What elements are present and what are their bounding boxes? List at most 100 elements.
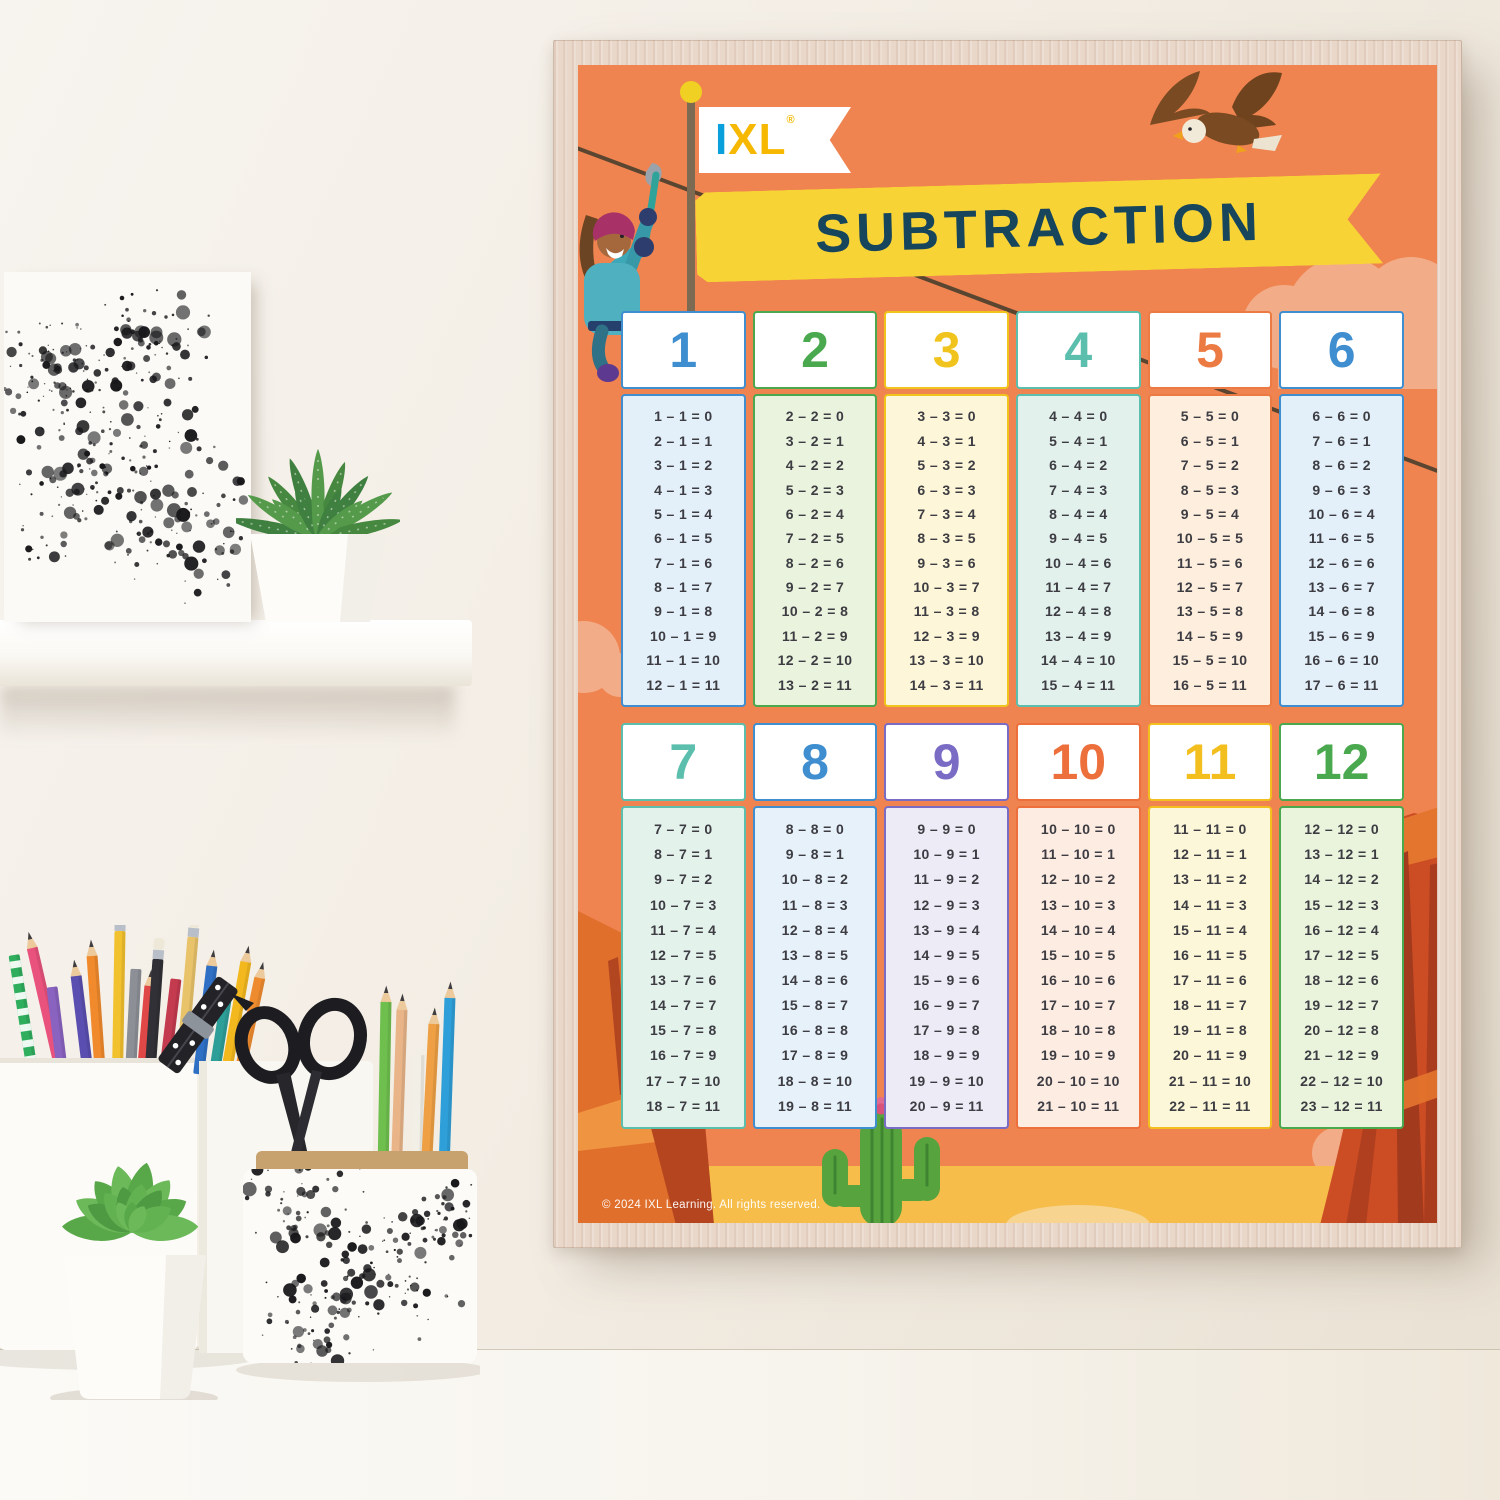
succulent-rosette — [62, 1162, 199, 1241]
subtraction-fact: 11 – 8 = 3 — [782, 896, 848, 913]
subtraction-fact: 18 – 11 = 7 — [1172, 997, 1248, 1014]
subtraction-fact: 14 – 12 = 2 — [1304, 871, 1380, 888]
subtraction-fact: 5 – 1 = 4 — [654, 505, 713, 522]
subtraction-fact: 17 – 10 = 7 — [1040, 997, 1116, 1014]
subtraction-fact: 18 – 9 = 9 — [913, 1047, 980, 1064]
column-facts: 5 – 5 = 0 6 – 5 = 1 7 – 5 = 2 8 – 5 = 3 9 – … — [1147, 394, 1273, 707]
subtraction-fact: 14 – 6 = 8 — [1308, 603, 1375, 620]
registered-mark: ® — [786, 114, 796, 126]
column-facts: 3 – 3 = 0 4 – 3 = 1 5 – 3 = 2 6 – 3 = 3 7 – … — [884, 394, 1009, 707]
subtraction-fact: 10 – 7 = 3 — [649, 896, 717, 913]
brand-letters-xl: XL — [728, 115, 787, 164]
subtraction-fact: 12 – 2 = 10 — [777, 652, 853, 669]
title-banner: SUBTRACTION — [695, 173, 1383, 282]
subtraction-fact: 21 – 12 = 9 — [1304, 1047, 1380, 1064]
subtraction-fact: 18 – 12 = 6 — [1304, 971, 1380, 988]
subtraction-fact: 11 – 6 = 5 — [1308, 530, 1375, 547]
subtraction-fact: 8 – 5 = 3 — [1180, 481, 1240, 498]
cactus — [822, 1097, 940, 1223]
subtraction-fact: 10 – 8 = 2 — [781, 871, 849, 888]
subtraction-fact: 9 – 3 = 6 — [917, 554, 976, 571]
helmet — [592, 212, 635, 241]
subtraction-fact: 10 – 5 = 5 — [1176, 530, 1244, 547]
haworthia-plant — [236, 448, 400, 622]
subtraction-column-1: 1 1 – 1 = 0 2 – 1 = 1 3 – 1 = 2 4 – 1 = 3 5 –… — [621, 311, 746, 707]
subtraction-column-11: 11 11 – 11 = 0 12 – 11 = 1 13 – 11 = 2 14 – … — [1147, 723, 1273, 1129]
subtraction-fact: 9 – 7 = 2 — [654, 871, 713, 888]
subtraction-fact: 11 – 4 = 7 — [1045, 579, 1112, 595]
subtraction-fact: 15 – 7 = 8 — [649, 1022, 717, 1039]
speckled-box — [243, 1169, 477, 1363]
glove — [639, 208, 657, 226]
column-header-number: 6 — [1279, 311, 1404, 389]
subtraction-fact: 14 – 11 = 3 — [1172, 896, 1248, 913]
subtraction-fact: 16 – 7 = 9 — [649, 1047, 717, 1064]
column-header-number: 5 — [1147, 311, 1273, 389]
subtraction-fact: 13 – 10 = 3 — [1040, 896, 1116, 913]
subtraction-fact: 19 – 8 = 11 — [777, 1097, 853, 1114]
subtraction-fact: 1 – 1 = 0 — [654, 408, 713, 425]
column-header-number: 3 — [884, 311, 1009, 389]
subtraction-fact: 12 – 1 = 11 — [646, 676, 721, 693]
shoe — [597, 364, 619, 382]
subtraction-column-9: 9 9 – 9 = 0 10 – 9 = 1 11 – 9 = 2 12 – 9 = 3… — [884, 723, 1009, 1129]
subtraction-fact: 7 – 2 = 5 — [785, 530, 845, 547]
subtraction-fact: 16 – 5 = 11 — [1172, 676, 1248, 693]
smile — [606, 248, 624, 259]
subtraction-fact: 7 – 4 = 3 — [1049, 481, 1108, 498]
subtraction-fact: 2 – 2 = 0 — [785, 408, 845, 425]
subtraction-fact: 8 – 3 = 5 — [917, 530, 976, 547]
poster-title: SUBTRACTION — [814, 191, 1264, 265]
column-facts: 6 – 6 = 0 7 – 6 = 1 8 – 6 = 2 9 – 6 = 3 10 –… — [1279, 394, 1404, 707]
paint-splatter — [243, 1169, 473, 1363]
subtraction-fact: 12 – 4 = 8 — [1044, 603, 1112, 620]
speckled-canvas — [4, 272, 251, 622]
subtraction-fact: 14 – 10 = 4 — [1040, 921, 1116, 938]
subtraction-fact: 2 – 1 = 1 — [654, 432, 713, 449]
subtraction-fact: 14 – 4 = 10 — [1040, 652, 1116, 669]
subtraction-fact: 13 – 9 = 4 — [913, 921, 980, 938]
beak — [1173, 131, 1183, 140]
subtraction-fact: 10 – 6 = 4 — [1308, 505, 1375, 522]
subtraction-fact: 11 – 11 = 0 — [1173, 821, 1247, 838]
subtraction-column-12: 12 12 – 12 = 0 13 – 12 = 1 14 – 12 = 2 15 – … — [1279, 723, 1404, 1129]
column-facts: 12 – 12 = 0 13 – 12 = 1 14 – 12 = 2 15 – 12… — [1279, 806, 1404, 1129]
subtraction-fact: 3 – 3 = 0 — [917, 408, 976, 425]
subtraction-fact: 14 – 3 = 11 — [909, 676, 984, 693]
subtraction-fact: 7 – 6 = 1 — [1312, 432, 1371, 449]
facts-row-2: 7 7 – 7 = 0 8 – 7 = 1 9 – 7 = 2 10 – 7 = 3 11… — [621, 723, 1404, 1129]
subtraction-fact: 17 – 11 = 6 — [1172, 971, 1248, 988]
subtraction-fact: 7 – 5 = 2 — [1180, 457, 1240, 474]
subtraction-fact: 10 – 4 = 6 — [1044, 554, 1112, 571]
subtraction-fact: 14 – 5 = 9 — [1176, 627, 1244, 644]
subtraction-fact: 10 – 2 = 8 — [781, 603, 849, 620]
subtraction-fact: 14 – 9 = 5 — [913, 946, 980, 963]
subtraction-fact: 16 – 11 = 5 — [1172, 946, 1248, 963]
subtraction-fact: 12 – 11 = 1 — [1172, 846, 1248, 863]
subtraction-fact: 15 – 11 = 4 — [1172, 921, 1248, 938]
column-facts: 10 – 10 = 0 11 – 10 = 1 12 – 10 = 2 13 – 10… — [1015, 806, 1141, 1129]
subtraction-fact: 12 – 5 = 7 — [1176, 579, 1244, 595]
subtraction-fact: 11 – 9 = 2 — [913, 871, 980, 888]
polka-dot-clothespin — [158, 976, 238, 1074]
ixl-flag-logo: I XL ® — [699, 107, 851, 173]
colored-pencils-left — [8, 925, 200, 1080]
subtraction-fact: 12 – 8 = 4 — [781, 921, 849, 938]
subtraction-fact: 6 – 2 = 4 — [785, 505, 845, 522]
subtraction-fact: 6 – 4 = 2 — [1049, 457, 1108, 474]
subtraction-fact: 19 – 10 = 9 — [1040, 1047, 1116, 1064]
subtraction-fact: 3 – 2 = 1 — [785, 432, 845, 449]
subtraction-fact: 5 – 2 = 3 — [785, 481, 845, 498]
sand-ground — [578, 1166, 1437, 1223]
subtraction-fact: 11 – 2 = 9 — [782, 627, 848, 644]
eagle-head — [1182, 119, 1206, 143]
subtraction-fact: 4 – 3 = 1 — [917, 432, 976, 449]
subtraction-fact: 9 – 5 = 4 — [1180, 505, 1240, 522]
column-facts: 11 – 11 = 0 12 – 11 = 1 13 – 11 = 2 14 – 11… — [1147, 806, 1273, 1129]
subtraction-fact: 13 – 12 = 1 — [1304, 846, 1380, 863]
subtraction-column-7: 7 7 – 7 = 0 8 – 7 = 1 9 – 7 = 2 10 – 7 = 3 11… — [621, 723, 746, 1129]
subtraction-fact: 15 – 6 = 9 — [1308, 627, 1375, 644]
subtraction-fact: 19 – 9 = 10 — [909, 1072, 985, 1089]
subtraction-fact: 15 – 8 = 7 — [781, 997, 849, 1014]
